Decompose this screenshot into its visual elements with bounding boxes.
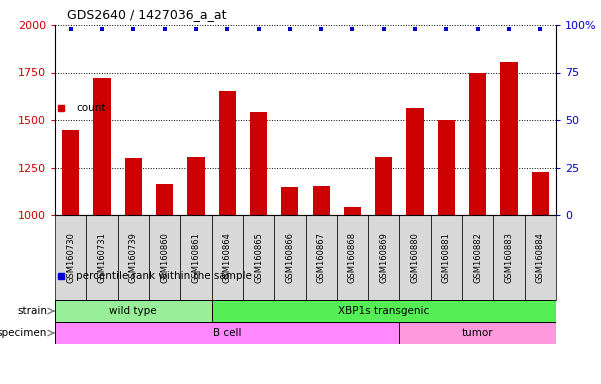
- Text: GSM160730: GSM160730: [66, 232, 75, 283]
- Bar: [219, 91, 236, 215]
- Bar: [400, 322, 556, 344]
- Bar: [93, 78, 111, 215]
- Text: GSM160860: GSM160860: [160, 232, 169, 283]
- Text: GSM160861: GSM160861: [191, 232, 200, 283]
- Bar: [156, 184, 173, 215]
- Bar: [274, 215, 305, 300]
- Bar: [250, 113, 267, 215]
- Bar: [493, 215, 525, 300]
- Bar: [313, 185, 330, 215]
- Text: GSM160881: GSM160881: [442, 232, 451, 283]
- Bar: [118, 215, 149, 300]
- Text: wild type: wild type: [109, 306, 157, 316]
- Bar: [337, 215, 368, 300]
- Bar: [469, 73, 486, 215]
- Bar: [368, 215, 400, 300]
- Text: GSM160883: GSM160883: [504, 232, 513, 283]
- Text: GSM160880: GSM160880: [410, 232, 419, 283]
- Text: GSM160731: GSM160731: [97, 232, 106, 283]
- Bar: [62, 129, 79, 215]
- Bar: [532, 172, 549, 215]
- Text: tumor: tumor: [462, 328, 493, 338]
- Bar: [180, 215, 212, 300]
- Bar: [55, 322, 400, 344]
- Bar: [243, 215, 274, 300]
- Bar: [462, 215, 493, 300]
- Bar: [305, 215, 337, 300]
- Bar: [124, 158, 142, 215]
- Bar: [188, 157, 204, 215]
- Text: strain: strain: [17, 306, 47, 316]
- Bar: [438, 120, 455, 215]
- Text: GSM160864: GSM160864: [223, 232, 232, 283]
- Bar: [281, 187, 299, 215]
- Bar: [87, 215, 118, 300]
- Text: B cell: B cell: [213, 328, 242, 338]
- Bar: [375, 157, 392, 215]
- Bar: [431, 215, 462, 300]
- Bar: [212, 300, 556, 322]
- Text: GSM160868: GSM160868: [348, 232, 357, 283]
- Text: GDS2640 / 1427036_a_at: GDS2640 / 1427036_a_at: [67, 8, 227, 21]
- Bar: [501, 62, 517, 215]
- Bar: [344, 207, 361, 215]
- Text: XBP1s transgenic: XBP1s transgenic: [338, 306, 429, 316]
- Bar: [149, 215, 180, 300]
- Bar: [212, 215, 243, 300]
- Text: GSM160739: GSM160739: [129, 232, 138, 283]
- Text: count: count: [76, 103, 106, 113]
- Text: GSM160884: GSM160884: [536, 232, 545, 283]
- Text: percentile rank within the sample: percentile rank within the sample: [76, 271, 252, 281]
- Text: specimen: specimen: [0, 328, 47, 338]
- Text: GSM160867: GSM160867: [317, 232, 326, 283]
- Text: GSM160882: GSM160882: [473, 232, 482, 283]
- Text: GSM160866: GSM160866: [285, 232, 294, 283]
- Bar: [55, 215, 87, 300]
- Text: GSM160865: GSM160865: [254, 232, 263, 283]
- Bar: [406, 108, 424, 215]
- Bar: [525, 215, 556, 300]
- Bar: [400, 215, 431, 300]
- Text: GSM160869: GSM160869: [379, 232, 388, 283]
- Bar: [55, 300, 212, 322]
